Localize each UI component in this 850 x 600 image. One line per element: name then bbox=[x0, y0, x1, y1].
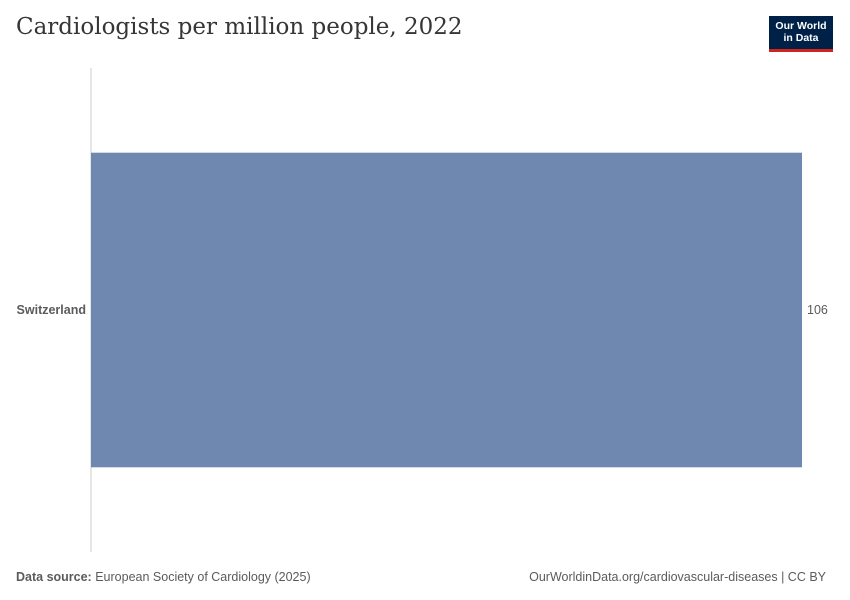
data-source-text: European Society of Cardiology (2025) bbox=[95, 570, 311, 584]
category-label: Switzerland bbox=[17, 303, 86, 317]
data-source: Data source: European Society of Cardiol… bbox=[16, 570, 311, 584]
bar-switzerland[interactable] bbox=[91, 152, 802, 468]
data-source-label: Data source: bbox=[16, 570, 92, 584]
logo-line-1: Our World bbox=[775, 20, 827, 32]
source-url[interactable]: OurWorldinData.org/cardiovascular-diseas… bbox=[529, 570, 826, 584]
chart-title: Cardiologists per million people, 2022 bbox=[16, 14, 463, 40]
owid-logo[interactable]: Our World in Data bbox=[769, 16, 833, 52]
logo-line-2: in Data bbox=[783, 32, 819, 44]
value-label: 106 bbox=[807, 303, 828, 317]
